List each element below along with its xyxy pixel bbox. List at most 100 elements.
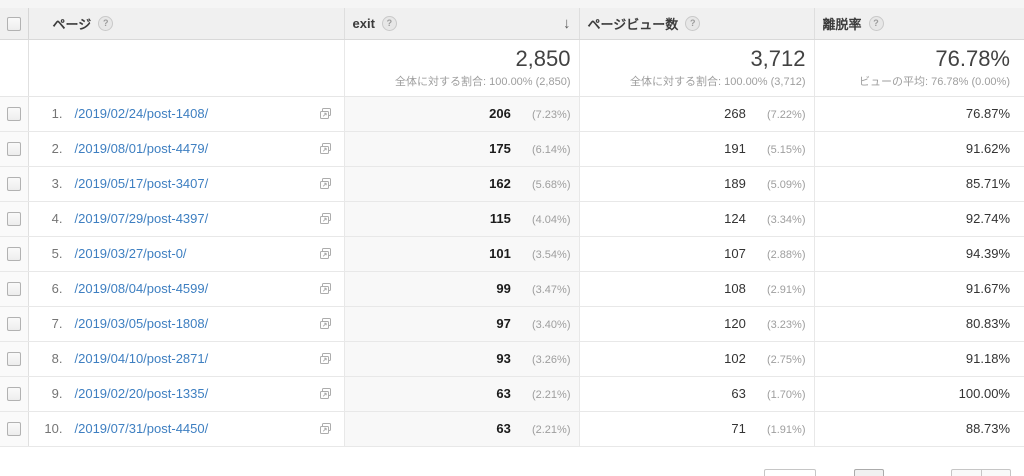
- row-rank: 8.: [51, 351, 63, 366]
- goto-page-input[interactable]: [854, 469, 884, 476]
- row-checkbox-cell: [0, 236, 29, 272]
- summary-exit-cell: 2,850 全体に対する割合: 100.00% (2,850): [343, 39, 579, 97]
- exit-percent: (6.14%): [531, 144, 571, 156]
- row-checkbox-cell: [0, 201, 29, 237]
- sort-descending-icon[interactable]: ↓: [563, 14, 571, 32]
- exit-cell: 63 (2.21%): [343, 411, 579, 447]
- summary-exit-rate-cell: 76.78% ビューの平均: 76.78% (0.00%): [813, 39, 1024, 97]
- pageviews-cell: 71 (1.91%): [578, 411, 814, 447]
- pageviews-percent: (5.15%): [766, 144, 806, 156]
- pageviews-cell: 102 (2.75%): [578, 341, 814, 377]
- pageviews-value: 71: [731, 421, 746, 436]
- page-link[interactable]: /2019/08/04/post-4599/: [74, 281, 209, 296]
- exit-percent: (5.68%): [531, 179, 571, 191]
- row-checkbox-cell: [0, 341, 29, 377]
- page-link[interactable]: /2019/08/01/post-4479/: [74, 141, 209, 156]
- column-header-exit[interactable]: exit ? ↓: [343, 8, 579, 40]
- open-in-new-icon[interactable]: [319, 247, 332, 260]
- row-checkbox[interactable]: [6, 422, 21, 437]
- exit-value: 162: [489, 176, 511, 191]
- help-icon[interactable]: ?: [381, 15, 397, 31]
- column-label-page: ページ: [52, 16, 92, 32]
- row-checkbox[interactable]: [6, 212, 21, 227]
- row-checkbox[interactable]: [6, 177, 21, 192]
- column-header-exit-rate[interactable]: 離脱率 ?: [813, 8, 1024, 40]
- exit-value: 99: [496, 281, 511, 296]
- column-label-exit: exit: [352, 15, 375, 31]
- summary-pageviews-cell: 3,712 全体に対する割合: 100.00% (3,712): [578, 39, 814, 97]
- help-icon[interactable]: ?: [868, 15, 884, 31]
- page-cell: 4. /2019/07/29/post-4397/: [28, 201, 344, 237]
- page-cell: 7. /2019/03/05/post-1808/: [28, 306, 344, 342]
- row-checkbox[interactable]: [6, 247, 21, 262]
- row-checkbox-cell: [0, 131, 29, 167]
- column-label-pageviews: ページビュー数: [587, 16, 679, 32]
- table-row: 4. /2019/07/29/post-4397/ 115 (4.04%): [0, 201, 1024, 237]
- page-cell: 2. /2019/08/01/post-4479/: [28, 131, 344, 167]
- exit-rate-cell: 76.87%: [813, 96, 1024, 132]
- row-checkbox[interactable]: [6, 107, 21, 122]
- pageviews-percent: (3.34%): [766, 214, 806, 226]
- column-header-pageviews[interactable]: ページビュー数 ?: [578, 8, 814, 40]
- row-checkbox[interactable]: [6, 282, 21, 297]
- exit-value: 97: [496, 316, 511, 331]
- row-rank: 6.: [51, 281, 63, 296]
- page-link[interactable]: /2019/07/31/post-4450/: [74, 421, 209, 436]
- summary-row: 2,850 全体に対する割合: 100.00% (2,850) 3,712 全体…: [0, 39, 1024, 97]
- pageviews-value: 268: [724, 106, 746, 121]
- open-in-new-icon[interactable]: [319, 282, 332, 295]
- exit-value: 63: [496, 421, 511, 436]
- open-in-new-icon[interactable]: [319, 142, 332, 155]
- open-in-new-icon[interactable]: [319, 212, 332, 225]
- pagination-controls: [951, 469, 1011, 476]
- page-link[interactable]: /2019/07/29/post-4397/: [74, 211, 209, 226]
- open-in-new-icon[interactable]: [319, 422, 332, 435]
- open-in-new-icon[interactable]: [319, 352, 332, 365]
- open-in-new-icon[interactable]: [319, 177, 332, 190]
- pageviews-cell: 191 (5.15%): [578, 131, 814, 167]
- table-row: 2. /2019/08/01/post-4479/ 175 (6.14%): [0, 131, 1024, 167]
- rows-per-page-select[interactable]: [764, 469, 816, 476]
- select-all-checkbox-cell: [0, 8, 29, 40]
- open-in-new-icon[interactable]: [319, 107, 332, 120]
- page-link[interactable]: /2019/03/05/post-1808/: [74, 316, 209, 331]
- page-link[interactable]: /2019/02/20/post-1335/: [74, 386, 209, 401]
- summary-page-cell: [28, 39, 344, 97]
- page-cell: 8. /2019/04/10/post-2871/: [28, 341, 344, 377]
- pageviews-percent: (7.22%): [766, 109, 806, 121]
- pageviews-cell: 124 (3.34%): [578, 201, 814, 237]
- page-link[interactable]: /2019/03/27/post-0/: [74, 246, 187, 261]
- table-header: ページ ? exit ? ↓ ページビュー数 ?: [0, 8, 1024, 40]
- next-page-button[interactable]: [982, 470, 1011, 476]
- page-link[interactable]: /2019/02/24/post-1408/: [74, 106, 209, 121]
- help-icon[interactable]: ?: [98, 15, 114, 31]
- pageviews-value: 107: [724, 246, 746, 261]
- exit-value: 175: [489, 141, 511, 156]
- row-checkbox[interactable]: [6, 317, 21, 332]
- exit-cell: 97 (3.40%): [343, 306, 579, 342]
- row-checkbox[interactable]: [6, 387, 21, 402]
- open-in-new-icon[interactable]: [319, 317, 332, 330]
- table-row: 10. /2019/07/31/post-4450/ 63 (2.21%): [0, 411, 1024, 447]
- exit-cell: 115 (4.04%): [343, 201, 579, 237]
- select-all-checkbox[interactable]: [6, 17, 21, 32]
- page-link[interactable]: /2019/05/17/post-3407/: [74, 176, 209, 191]
- row-checkbox[interactable]: [6, 142, 21, 157]
- previous-page-button[interactable]: [952, 470, 982, 476]
- pageviews-cell: 63 (1.70%): [578, 376, 814, 412]
- summary-checkbox-cell: [0, 39, 29, 97]
- exit-value: 93: [496, 351, 511, 366]
- page-link[interactable]: /2019/04/10/post-2871/: [74, 351, 209, 366]
- help-icon[interactable]: ?: [685, 15, 701, 31]
- row-rank: 9.: [51, 386, 63, 401]
- column-label-exit-rate: 離脱率: [822, 16, 862, 32]
- analytics-table: ページ ? exit ? ↓ ページビュー数 ?: [0, 8, 1024, 447]
- row-checkbox[interactable]: [6, 352, 21, 367]
- column-header-page[interactable]: ページ ?: [27, 8, 344, 40]
- row-checkbox-cell: [0, 306, 29, 342]
- open-in-new-icon[interactable]: [319, 387, 332, 400]
- row-rank: 2.: [51, 141, 63, 156]
- exit-rate-cell: 100.00%: [813, 376, 1024, 412]
- page-cell: 1. /2019/02/24/post-1408/: [28, 96, 344, 132]
